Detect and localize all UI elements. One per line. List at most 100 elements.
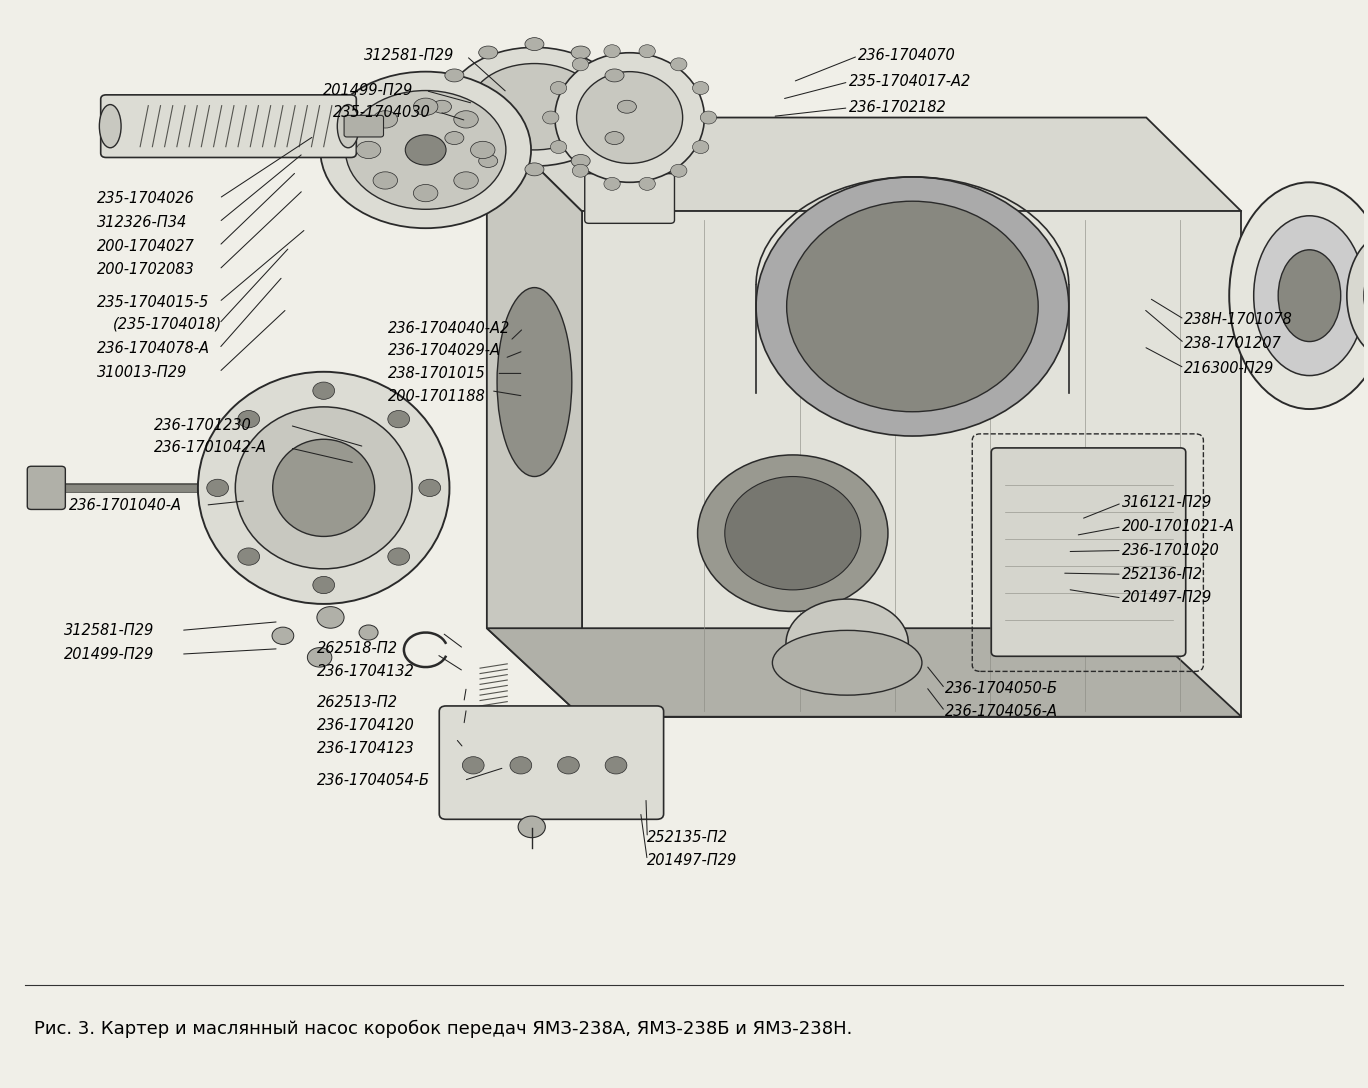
Text: 312326-П34: 312326-П34 (97, 214, 187, 230)
Ellipse shape (320, 72, 531, 228)
Text: 236-1702182: 236-1702182 (848, 100, 947, 115)
Ellipse shape (605, 69, 624, 82)
Text: (235-1704018): (235-1704018) (114, 317, 222, 331)
Ellipse shape (525, 163, 544, 176)
Circle shape (238, 410, 260, 428)
Text: 236-1704120: 236-1704120 (317, 718, 415, 733)
Ellipse shape (338, 104, 358, 148)
Text: 236-1704056-А: 236-1704056-А (945, 704, 1057, 719)
Ellipse shape (525, 38, 544, 51)
Ellipse shape (773, 630, 922, 695)
Ellipse shape (479, 96, 491, 104)
Ellipse shape (503, 109, 517, 118)
Ellipse shape (446, 48, 622, 166)
Ellipse shape (605, 132, 624, 145)
Ellipse shape (1230, 183, 1368, 409)
Ellipse shape (617, 100, 636, 113)
Text: 235-1704015-5: 235-1704015-5 (97, 295, 209, 310)
Ellipse shape (517, 115, 531, 124)
Polygon shape (487, 118, 1242, 211)
Ellipse shape (603, 45, 620, 58)
Ellipse shape (572, 154, 590, 168)
Circle shape (510, 756, 532, 774)
Text: 200-1701188: 200-1701188 (387, 388, 486, 404)
Circle shape (419, 479, 440, 496)
Ellipse shape (471, 141, 495, 159)
Ellipse shape (670, 58, 687, 71)
Circle shape (558, 756, 579, 774)
Ellipse shape (692, 140, 709, 153)
Ellipse shape (465, 89, 479, 97)
Text: 238-1701207: 238-1701207 (1185, 336, 1282, 350)
Ellipse shape (356, 141, 380, 159)
Text: 252136-П2: 252136-П2 (1122, 567, 1202, 582)
Ellipse shape (484, 99, 498, 108)
FancyBboxPatch shape (27, 467, 66, 509)
Ellipse shape (198, 372, 450, 604)
Text: 216300-П29: 216300-П29 (1185, 360, 1275, 375)
FancyBboxPatch shape (345, 115, 383, 137)
Circle shape (387, 548, 409, 565)
FancyBboxPatch shape (101, 95, 356, 158)
Ellipse shape (639, 45, 655, 58)
Circle shape (272, 627, 294, 644)
Ellipse shape (373, 172, 398, 189)
Ellipse shape (491, 102, 505, 111)
Ellipse shape (454, 111, 479, 128)
Ellipse shape (787, 599, 908, 688)
Ellipse shape (700, 111, 717, 124)
Ellipse shape (757, 177, 1068, 436)
Ellipse shape (445, 132, 464, 145)
Circle shape (313, 382, 335, 399)
Ellipse shape (670, 164, 687, 177)
Ellipse shape (439, 75, 453, 84)
Text: 236-1704078-А: 236-1704078-А (97, 341, 209, 356)
Text: 262518-П2: 262518-П2 (317, 641, 398, 656)
Ellipse shape (498, 106, 512, 114)
Ellipse shape (572, 58, 588, 71)
Text: 236-1704123: 236-1704123 (317, 741, 415, 755)
Text: 201499-П29: 201499-П29 (64, 646, 155, 662)
Text: 235-1704026: 235-1704026 (97, 191, 194, 206)
Text: 312581-П29: 312581-П29 (364, 49, 454, 63)
Text: 262513-П2: 262513-П2 (317, 695, 398, 710)
Ellipse shape (454, 172, 479, 189)
Text: 235-1704017-А2: 235-1704017-А2 (848, 74, 971, 89)
FancyBboxPatch shape (992, 448, 1186, 656)
Text: 236-1704054-Б: 236-1704054-Б (317, 772, 430, 788)
Circle shape (238, 548, 260, 565)
Text: Рис. 3. Картер и маслянный насос коробок передач ЯМЗ-238А, ЯМЗ-238Б и ЯМЗ-238Н.: Рис. 3. Картер и маслянный насос коробок… (34, 1021, 852, 1038)
Ellipse shape (272, 440, 375, 536)
Circle shape (308, 647, 332, 667)
Ellipse shape (572, 46, 590, 59)
Circle shape (605, 756, 627, 774)
Ellipse shape (1253, 215, 1365, 375)
Text: 201499-П29: 201499-П29 (323, 83, 413, 98)
Ellipse shape (446, 78, 460, 87)
Ellipse shape (639, 177, 655, 190)
Ellipse shape (576, 72, 683, 163)
Polygon shape (487, 118, 581, 717)
Ellipse shape (469, 63, 599, 150)
Text: 238Н-1701078: 238Н-1701078 (1185, 312, 1293, 326)
Ellipse shape (550, 140, 566, 153)
Ellipse shape (405, 135, 446, 165)
Ellipse shape (555, 52, 705, 183)
Circle shape (207, 479, 228, 496)
Text: 200-1702083: 200-1702083 (97, 262, 194, 277)
Ellipse shape (692, 82, 709, 95)
Ellipse shape (413, 185, 438, 201)
Ellipse shape (603, 177, 620, 190)
Text: 236-1701042-А: 236-1701042-А (153, 441, 267, 456)
Text: 236-1704132: 236-1704132 (317, 664, 415, 679)
Ellipse shape (1278, 250, 1341, 342)
Text: 200-1701021-А: 200-1701021-А (1122, 519, 1235, 534)
Text: 201497-П29: 201497-П29 (647, 853, 737, 868)
Text: 310013-П29: 310013-П29 (97, 364, 187, 380)
Ellipse shape (524, 119, 538, 127)
Text: 235-1704030: 235-1704030 (334, 104, 431, 120)
Ellipse shape (572, 164, 588, 177)
FancyBboxPatch shape (584, 174, 674, 223)
Text: 316121-П29: 316121-П29 (1122, 495, 1212, 510)
Ellipse shape (235, 407, 412, 569)
